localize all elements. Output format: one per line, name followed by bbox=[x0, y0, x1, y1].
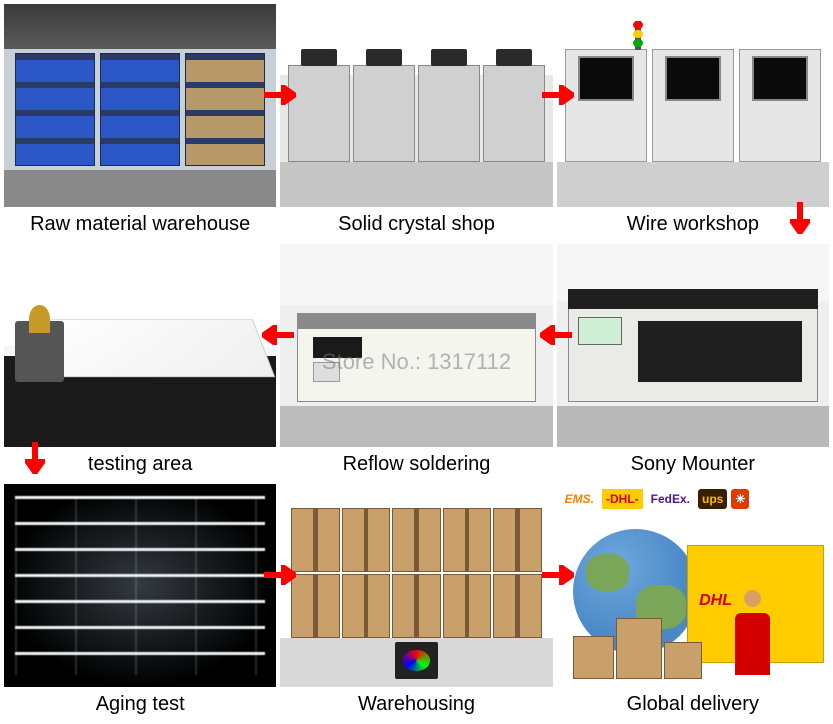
arrow-wire-workshop-to-sony-mounter bbox=[790, 200, 810, 234]
arrow-solid-crystal-shop-to-wire-workshop bbox=[540, 85, 574, 105]
label-testing-area: testing area bbox=[88, 447, 193, 480]
step-warehousing: Warehousing bbox=[280, 484, 552, 720]
step-sony-mounter: Sony Mounter bbox=[557, 244, 829, 480]
logo-ups: ups bbox=[698, 489, 727, 509]
label-global-delivery: Global delivery bbox=[627, 687, 759, 720]
step-solid-crystal-shop: Solid crystal shop bbox=[280, 4, 552, 240]
label-wire-workshop: Wire workshop bbox=[627, 207, 759, 240]
logo-tnt: ✳ bbox=[731, 489, 749, 509]
logo-dhl: -DHL- bbox=[602, 489, 643, 509]
image-testing-area bbox=[4, 244, 276, 447]
shipping-logos-bar: EMS. -DHL- FedEx. ups ✳ bbox=[559, 486, 827, 512]
step-global-delivery: EMS. -DHL- FedEx. ups ✳ DHL bbox=[557, 484, 829, 720]
logo-fedex: FedEx. bbox=[647, 489, 694, 509]
image-warehousing bbox=[280, 484, 552, 687]
image-global-delivery: EMS. -DHL- FedEx. ups ✳ DHL bbox=[557, 484, 829, 687]
image-aging-test bbox=[4, 484, 276, 687]
label-aging-test: Aging test bbox=[96, 687, 185, 720]
image-wire-workshop bbox=[557, 4, 829, 207]
arrow-warehousing-to-global-delivery bbox=[540, 565, 574, 585]
arrow-sony-mounter-to-reflow-soldering bbox=[540, 325, 574, 345]
arrow-reflow-soldering-to-testing-area bbox=[262, 325, 296, 345]
step-aging-test: Aging test bbox=[4, 484, 276, 720]
label-raw-material-warehouse: Raw material warehouse bbox=[30, 207, 250, 240]
step-wire-workshop: Wire workshop bbox=[557, 4, 829, 240]
label-solid-crystal-shop: Solid crystal shop bbox=[338, 207, 495, 240]
arrow-testing-area-to-aging-test bbox=[25, 440, 45, 474]
image-solid-crystal-shop bbox=[280, 4, 552, 207]
logo-ems: EMS. bbox=[561, 489, 598, 509]
step-reflow-soldering: Reflow soldering bbox=[280, 244, 552, 480]
arrow-raw-material-warehouse-to-solid-crystal-shop bbox=[262, 85, 296, 105]
label-warehousing: Warehousing bbox=[358, 687, 475, 720]
step-raw-material-warehouse: Raw material warehouse bbox=[4, 4, 276, 240]
image-sony-mounter bbox=[557, 244, 829, 447]
image-raw-material-warehouse bbox=[4, 4, 276, 207]
process-flow-grid: Raw material warehouse bbox=[0, 0, 833, 724]
arrow-aging-test-to-warehousing bbox=[262, 565, 296, 585]
image-reflow-soldering bbox=[280, 244, 552, 447]
label-reflow-soldering: Reflow soldering bbox=[343, 447, 491, 480]
label-sony-mounter: Sony Mounter bbox=[631, 447, 756, 480]
